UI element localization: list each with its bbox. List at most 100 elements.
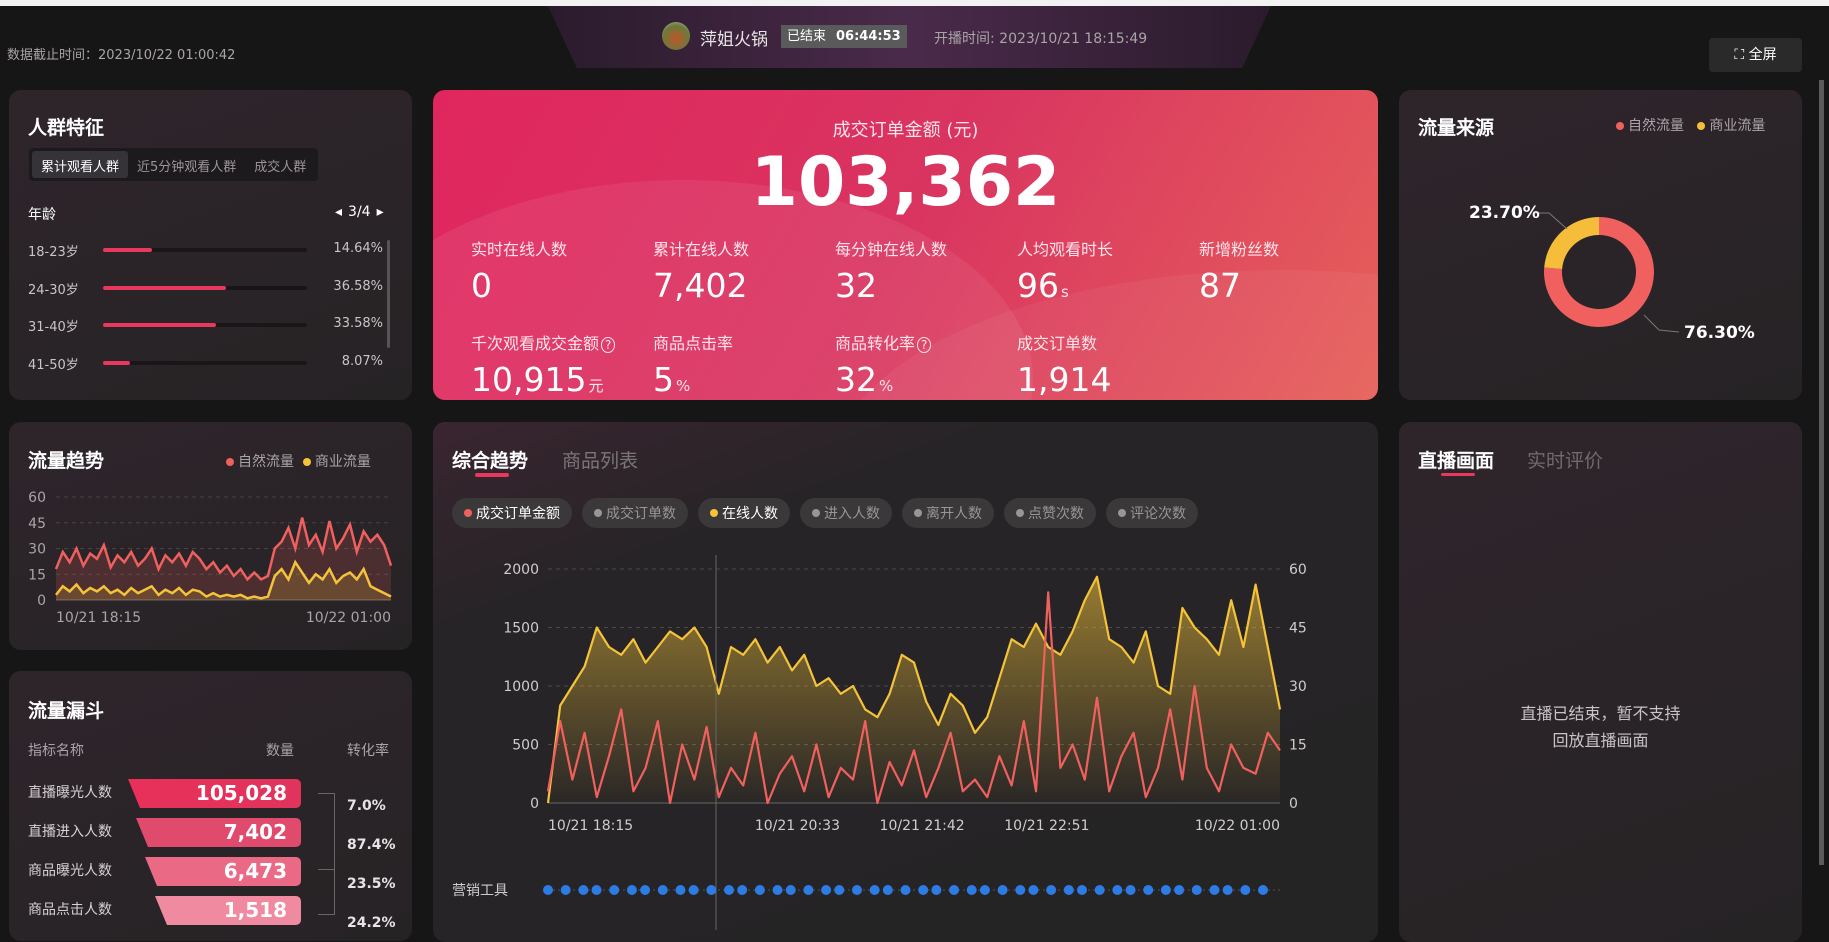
help-icon[interactable]: ?: [917, 337, 932, 353]
marketing-event-dot[interactable]: [1094, 885, 1105, 895]
marketing-event-dot[interactable]: [737, 885, 748, 895]
marketing-event-dot[interactable]: [1063, 885, 1074, 895]
conversion-rate: 7.0%: [347, 798, 386, 814]
marketing-event-dot[interactable]: [754, 885, 765, 895]
marketing-event-dot[interactable]: [931, 885, 942, 895]
metric-label: 进入人数: [824, 506, 880, 522]
marketing-event-dot[interactable]: [578, 885, 589, 895]
marketing-event-dot[interactable]: [640, 885, 651, 895]
marketing-event-dot[interactable]: [626, 885, 637, 895]
dimension-label: 年龄: [28, 207, 56, 223]
funnel-row: 直播曝光人数 105,028: [28, 779, 408, 808]
marketing-event-dot[interactable]: [834, 885, 845, 895]
marketing-event-dot[interactable]: [821, 885, 832, 895]
crowd-scrollbar[interactable]: [387, 240, 390, 348]
funnel-bar: 6,473: [145, 857, 301, 886]
metric-toggle[interactable]: 评论次数: [1106, 498, 1198, 528]
y-left-tick-label: 1500: [503, 621, 539, 637]
marketing-event-dot[interactable]: [1046, 885, 1057, 895]
marketing-event-dot[interactable]: [543, 885, 553, 895]
kpi-value: 87: [1199, 266, 1241, 305]
gmv-label: 成交订单金额 (元): [832, 120, 979, 141]
funnel-title: 流量漏斗: [28, 700, 105, 722]
marketing-event-dot[interactable]: [1143, 885, 1154, 895]
marketing-event-dot[interactable]: [1077, 885, 1087, 895]
marketing-event-dot[interactable]: [966, 885, 977, 895]
donut-slice[interactable]: [1544, 217, 1599, 269]
metric-toggle[interactable]: 离开人数: [902, 498, 994, 528]
marketing-event-dot[interactable]: [560, 885, 571, 895]
marketing-event-dot[interactable]: [724, 885, 734, 895]
marketing-event-dot[interactable]: [1125, 885, 1136, 895]
trend-chart: 0 500 1000 1500 2000 0 15 30 45 60 10/21 18:15 10/2…: [452, 555, 1307, 930]
slice-label: 23.70%: [1469, 203, 1540, 223]
gmv-value: 103,362: [750, 143, 1061, 222]
legend-natural: 自然流量: [1628, 118, 1684, 134]
next-icon[interactable]: ▸: [376, 204, 384, 220]
marketing-event-dot[interactable]: [869, 885, 880, 895]
marketing-event-dot[interactable]: [609, 885, 620, 895]
help-icon[interactable]: ?: [601, 337, 616, 353]
age-label: 31-40岁: [28, 320, 79, 335]
marketing-event-dot[interactable]: [882, 885, 893, 895]
metric-toggle[interactable]: 进入人数: [800, 498, 892, 528]
marketing-event-dot[interactable]: [1015, 885, 1026, 895]
tab-live-comments[interactable]: 实时评价: [1527, 450, 1604, 472]
marketing-event-dot[interactable]: [900, 885, 911, 895]
kpi-value: 1,914: [1017, 360, 1112, 399]
x-tick-label: 10/22 01:00: [306, 610, 391, 626]
fullscreen-icon: ⛶: [1734, 47, 1745, 63]
kpi-unit: %: [879, 377, 894, 395]
kpi-label: 实时在线人数: [471, 240, 568, 259]
page-scrollbar[interactable]: [1819, 80, 1824, 865]
metric-dot-icon: [464, 509, 472, 517]
tab-overall-trend[interactable]: 综合趋势: [452, 450, 529, 472]
marketing-event-dot[interactable]: [1222, 885, 1233, 895]
funnel-value: 1,518: [223, 898, 287, 922]
fullscreen-button[interactable]: ⛶ 全屏: [1709, 38, 1802, 72]
marketing-event-dot[interactable]: [785, 885, 796, 895]
marketing-event-dot[interactable]: [1160, 885, 1171, 895]
metric-toggle[interactable]: 点赞次数: [1004, 498, 1096, 528]
marketing-event-dot[interactable]: [1174, 885, 1185, 895]
marketing-event-dot[interactable]: [979, 885, 990, 895]
marketing-event-dot[interactable]: [706, 885, 717, 895]
marketing-event-dot[interactable]: [1112, 885, 1123, 895]
tab-product-list[interactable]: 商品列表: [562, 450, 639, 472]
marketing-event-dot[interactable]: [688, 885, 699, 895]
marketing-event-dot[interactable]: [851, 885, 862, 895]
marketing-event-dot[interactable]: [997, 885, 1008, 895]
metric-toggle[interactable]: 成交订单数: [582, 498, 688, 528]
kpi-item: 每分钟在线人数 32: [835, 236, 1015, 305]
metric-label: 点赞次数: [1028, 506, 1084, 522]
age-label: 18-23岁: [28, 245, 79, 260]
marketing-event-dot[interactable]: [772, 885, 783, 895]
marketing-event-dot[interactable]: [591, 885, 602, 895]
tab-cumulative[interactable]: 累计观看人群: [32, 151, 129, 178]
age-bar-track: [103, 360, 307, 365]
metric-dot-icon: [1016, 509, 1024, 517]
kpi-label: 成交订单数: [1017, 334, 1098, 353]
tab-recent-5min[interactable]: 近5分钟观看人群: [137, 160, 237, 175]
tab-live-view[interactable]: 直播画面: [1418, 450, 1495, 472]
marketing-event-dot[interactable]: [1209, 885, 1220, 895]
marketing-event-dot[interactable]: [1258, 885, 1268, 895]
prev-icon[interactable]: ◂: [335, 204, 343, 220]
marketing-event-dot[interactable]: [1028, 885, 1039, 895]
marketing-event-dot[interactable]: [675, 885, 686, 895]
marketing-event-dot[interactable]: [918, 885, 929, 895]
marketing-event-dot[interactable]: [657, 885, 668, 895]
legend-paid: 商业流量: [1709, 118, 1766, 134]
kpi-label: 新增粉丝数: [1199, 240, 1280, 259]
y-tick-label: 60: [28, 490, 46, 506]
metric-dot-icon: [812, 509, 820, 517]
marketing-event-dot[interactable]: [803, 885, 814, 895]
marketing-event-dot[interactable]: [949, 885, 960, 895]
tab-buyers[interactable]: 成交人群: [254, 160, 307, 175]
metric-toggle[interactable]: 成交订单金额: [452, 498, 572, 528]
header-banner: [548, 6, 1271, 68]
donut-slice[interactable]: [1544, 217, 1654, 327]
marketing-event-dot[interactable]: [1191, 885, 1202, 895]
marketing-event-dot[interactable]: [1240, 885, 1251, 895]
metric-toggle[interactable]: 在线人数: [698, 498, 790, 528]
